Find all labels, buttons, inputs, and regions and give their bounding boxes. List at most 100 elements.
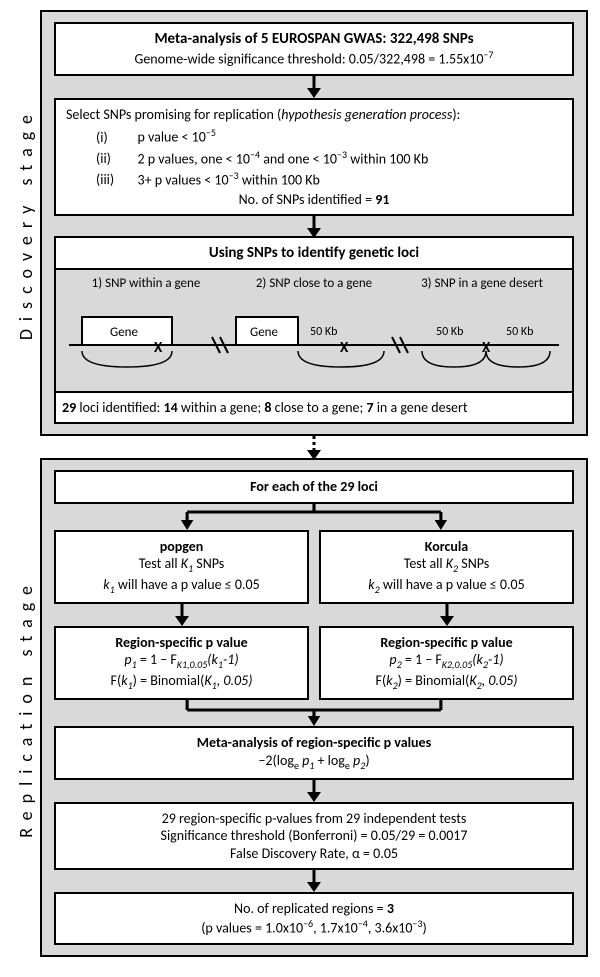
- tests-box: 29 region-specific p-values from 29 inde…: [54, 802, 574, 871]
- lf-f: close to a gene;: [272, 399, 367, 416]
- desert-dist-r: 50 Kb: [506, 325, 533, 339]
- res-pve2: −4: [358, 917, 368, 930]
- region-p1-box: Region-specific p value p1 = 1 − FK1,0.0…: [54, 626, 309, 700]
- pg-l1a: Test all: [139, 555, 181, 572]
- arrow-4: [54, 870, 574, 892]
- lf-h: in a gene desert: [374, 399, 468, 416]
- loci-header: Using SNPs to identify genetic loci: [56, 238, 572, 270]
- loci-cols: 1) SNP within a gene 2) SNP close to a g…: [64, 276, 564, 291]
- popgen-name: popgen: [160, 538, 204, 555]
- pg-K: K: [181, 555, 188, 572]
- criteria-ii: (ii) 2 p values, one < 10−4 and one < 10…: [96, 149, 562, 168]
- mr-fd: ): [365, 752, 369, 769]
- discovery-stage: Discovery stage Meta-analysis of 5 EUROS…: [12, 10, 588, 436]
- arrows-pair-1: [54, 604, 574, 626]
- criteria-intro-a: Select SNPs promising for replication (: [66, 106, 281, 123]
- loci-body: 1) SNP within a gene 2) SNP close to a g…: [56, 270, 572, 391]
- crit-ii-e1: −4: [250, 148, 260, 161]
- res-n: 3: [387, 900, 394, 917]
- meta-region-box: Meta-analysis of region-specific p value…: [54, 726, 574, 780]
- res-pva: (p values = 1.0x10: [201, 920, 303, 937]
- crit-ii-c: within 100 Kb: [347, 150, 428, 167]
- each-locus-box: For each of the 29 loci: [54, 470, 574, 504]
- loci-col3: 3) SNP in a gene desert: [400, 276, 564, 291]
- rp2-pa: p: [389, 651, 396, 668]
- res-pvd: ): [423, 920, 427, 937]
- crit-count-label: No. of SNPs identified =: [239, 191, 376, 208]
- lf-e: 8: [264, 399, 271, 416]
- arrow-2: [54, 216, 574, 238]
- rp1-fa: F(: [111, 672, 122, 689]
- rp1-fc: , 0.05): [217, 672, 253, 689]
- rp2-fb: ) = Binomial(: [398, 672, 470, 689]
- mr-fa: −2(log: [258, 752, 294, 769]
- region-p-row: Region-specific p value p1 = 1 − FK1,0.0…: [54, 626, 574, 700]
- arrow-1: [54, 76, 574, 98]
- criteria-i: (i) p value < 10−5: [96, 127, 562, 146]
- res-pve1: −6: [303, 917, 313, 930]
- discovery-label-col: Discovery stage: [12, 10, 40, 436]
- rp1-eq: = 1 − F: [137, 651, 177, 668]
- rp2-fc: , 0.05): [482, 672, 518, 689]
- pg-l2a: will have a p value ≤ 0.05: [115, 576, 260, 593]
- flowchart-page: Discovery stage Meta-analysis of 5 EUROS…: [0, 0, 600, 977]
- criteria-iii: (iii) 3+ p values < 10−3 within 100 Kb: [96, 170, 562, 189]
- lf-d: within a gene;: [178, 399, 265, 416]
- crit-count: 91: [375, 191, 389, 208]
- criteria-box: Select SNPs promising for replication (h…: [54, 98, 574, 216]
- loci-col2: 2) SNP close to a gene: [232, 276, 396, 291]
- each-locus-text: For each of the 29 loci: [250, 478, 378, 495]
- discovery-panel: Meta-analysis of 5 EUROSPAN GWAS: 322,49…: [40, 10, 588, 436]
- loci-footer: 29 loci identified: 14 within a gene; 8 …: [56, 391, 572, 422]
- rp1-title: Region-specific p value: [115, 634, 247, 651]
- inter-stage-arrow: [40, 436, 588, 460]
- kc-l2a: will have a p value ≤ 0.05: [380, 576, 525, 593]
- crit-ii-b: and one < 10: [260, 150, 337, 167]
- rp1-arg: (k: [207, 651, 218, 668]
- meta-title: Meta-analysis of 5 EUROSPAN GWAS: 322,49…: [66, 30, 562, 49]
- rp1-F: K1,0.05: [177, 658, 208, 671]
- kc-K: K: [446, 555, 453, 572]
- rp2-end: -1): [488, 651, 504, 668]
- tests-l2: Significance threshold (Bonferroni) = 0.…: [161, 827, 468, 844]
- res-pvb: , 1.7x10: [313, 920, 358, 937]
- rp2-title: Region-specific p value: [380, 634, 512, 651]
- gene2-label: Gene: [250, 325, 278, 340]
- gene1-label: Gene: [110, 325, 138, 340]
- criteria-count: No. of SNPs identified = 91: [66, 191, 562, 209]
- rp2-arg: (k: [472, 651, 483, 668]
- meta-sub-exp: −7: [483, 48, 493, 61]
- desert-dist-l: 50 Kb: [436, 325, 463, 339]
- criteria-intro-b: hypothesis generation process: [281, 106, 452, 123]
- lf-a: 29: [62, 399, 76, 416]
- replication-stage: Replication stage For each of the 29 loc…: [12, 458, 588, 957]
- mr-fb: p: [299, 752, 309, 769]
- region-p2-box: Region-specific p value p2 = 1 − FK2,0.0…: [319, 626, 574, 700]
- res-l1: No. of replicated regions =: [234, 900, 387, 917]
- meta-sub: Genome-wide significance threshold: 0.05…: [66, 49, 562, 68]
- discovery-stage-label: Discovery stage: [15, 107, 37, 340]
- loci-panel: Using SNPs to identify genetic loci 1) S…: [54, 236, 574, 424]
- korcula-name: Korcula: [425, 538, 468, 555]
- criteria-list: (i) p value < 10−5 (ii) 2 p values, one …: [96, 127, 562, 188]
- korcula-box: Korcula Test all K2 SNPs k2 will have a …: [319, 530, 574, 604]
- lf-g: 7: [366, 399, 373, 416]
- pg-l1b: SNPs: [193, 555, 224, 572]
- rp1-pa: p: [124, 651, 131, 668]
- gene1-x: X: [154, 339, 163, 357]
- split-arrow: [54, 504, 574, 530]
- tests-l3: False Discovery Rate, α = 0.05: [230, 845, 398, 862]
- lf-c: 14: [163, 399, 177, 416]
- cohort-row: popgen Test all K1 SNPs k1 will have a p…: [54, 530, 574, 604]
- mr-title: Meta-analysis of region-specific p value…: [197, 734, 431, 751]
- lf-b: loci identified:: [76, 399, 163, 416]
- replication-label-col: Replication stage: [12, 458, 40, 957]
- rp1-fb: ) = Binomial(: [133, 672, 205, 689]
- meta-analysis-box: Meta-analysis of 5 EUROSPAN GWAS: 322,49…: [54, 22, 574, 76]
- popgen-box: popgen Test all K1 SNPs k1 will have a p…: [54, 530, 309, 604]
- rp1-end: -1): [223, 651, 239, 668]
- rp2-fa: F(: [376, 672, 387, 689]
- kc-l1a: Test all: [404, 555, 446, 572]
- crit-ii-a: 2 p values, one < 10: [138, 150, 250, 167]
- crit-i-exp: −5: [206, 126, 216, 139]
